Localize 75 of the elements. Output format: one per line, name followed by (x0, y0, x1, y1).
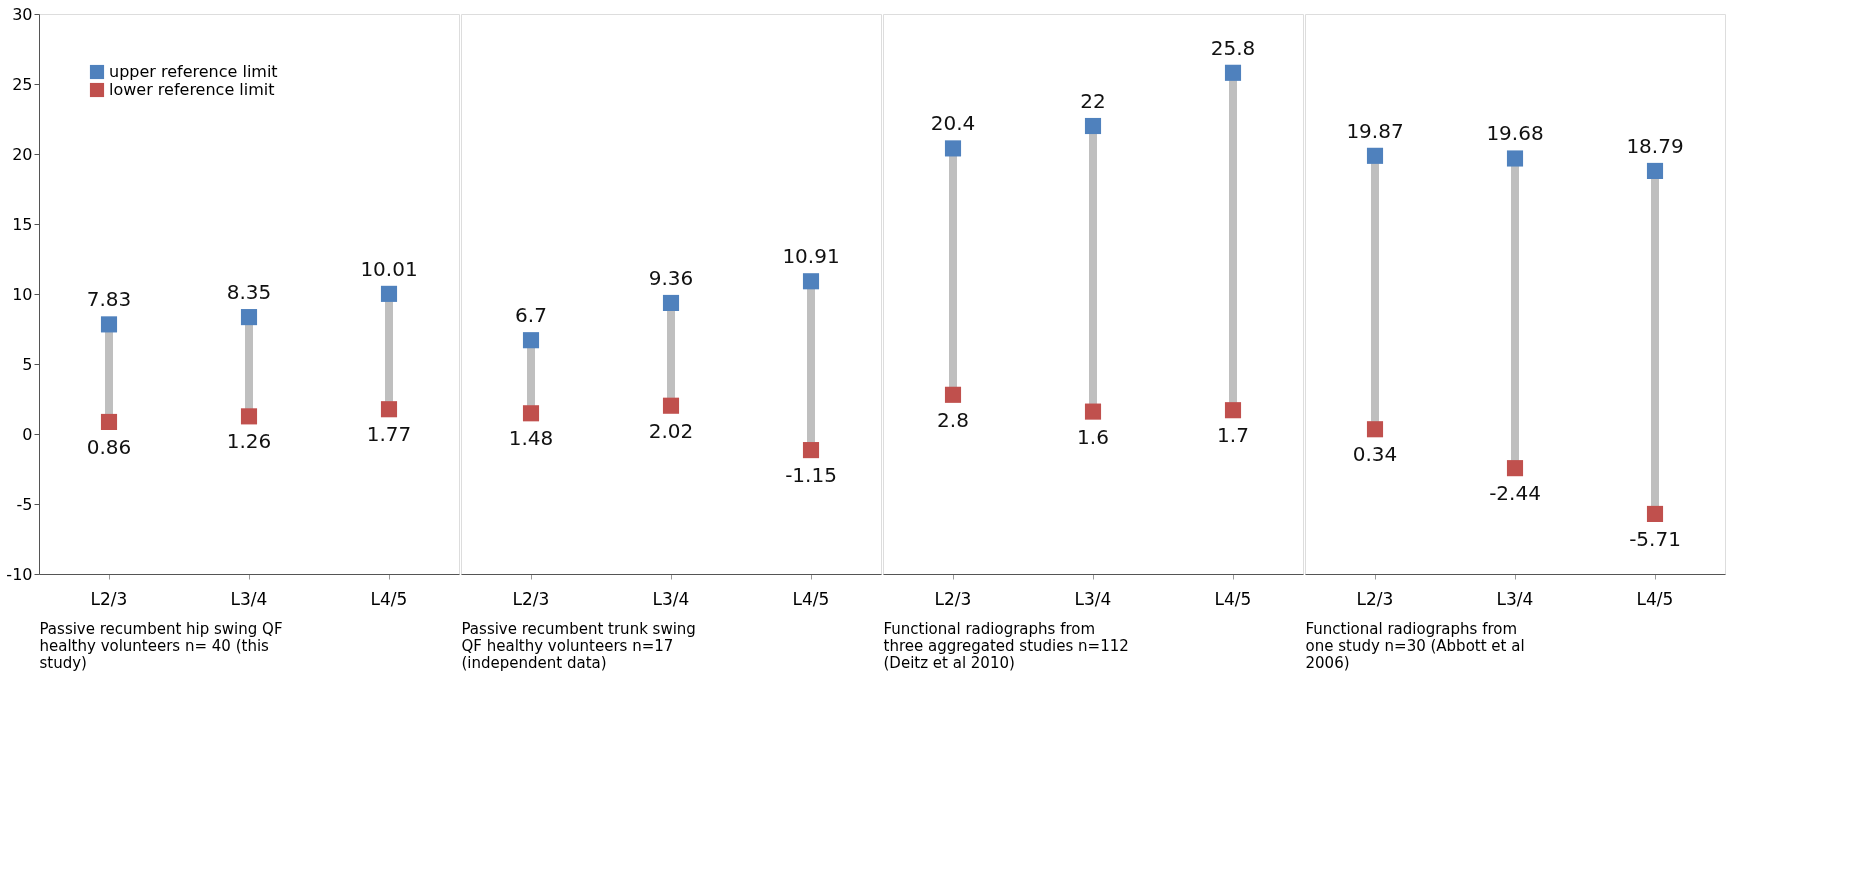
x-tick-label: L3/4 (1496, 588, 1534, 609)
data-label: 2.02 (648, 418, 694, 443)
point (380, 401, 398, 418)
data-label: 19.68 (1486, 121, 1544, 146)
y-tick-label: -10 (6, 564, 33, 584)
point (802, 442, 820, 459)
data-label: -5.71 (1629, 526, 1681, 551)
point (662, 397, 680, 414)
point (1084, 403, 1102, 420)
point (380, 285, 398, 302)
point (1646, 505, 1664, 522)
x-axis-title: Passive recumbent hip swing QF healthy volunteers n= 40 (this study) (39, 619, 283, 672)
data-label: 1.7 (1217, 423, 1249, 448)
y-tick-label: 15 (12, 214, 33, 234)
data-label: 19.87 (1346, 118, 1404, 143)
data-label: 22 (1080, 89, 1106, 113)
point (1646, 162, 1664, 179)
x-tick-label: L4/5 (792, 588, 830, 609)
point (1224, 402, 1242, 419)
data-label: 0.34 (1352, 442, 1398, 467)
point (1366, 147, 1384, 164)
legend-label: upper reference limit (109, 62, 278, 81)
data-label: 18.79 (1626, 133, 1684, 158)
data-label: 10.01 (360, 256, 418, 281)
point (662, 294, 680, 312)
x-axis-title: Passive recumbent trunk swing QF healthy volunteers n=17 (independent data) (461, 619, 696, 672)
y-tick-label: 10 (12, 284, 33, 304)
x-tick-label: L2/3 (90, 588, 128, 609)
data-label: 1.77 (366, 422, 412, 447)
point (100, 413, 118, 431)
point (240, 309, 258, 326)
x-tick-label: L2/3 (934, 588, 972, 609)
x-tick-label: L4/5 (370, 588, 408, 609)
point (240, 408, 258, 425)
data-label: 9.36 (648, 265, 694, 290)
data-label: 10.91 (782, 244, 840, 269)
data-label: 1.48 (508, 426, 554, 451)
x-tick-label: L4/5 (1214, 588, 1252, 609)
data-label: 6.7 (515, 303, 547, 328)
x-tick-label: L4/5 (1636, 588, 1674, 609)
y-tick-label: -5 (16, 494, 33, 514)
point (522, 405, 540, 422)
point (1506, 150, 1524, 167)
y-tick-label: 30 (12, 4, 33, 24)
point (1506, 460, 1524, 477)
data-label: 1.26 (226, 429, 272, 454)
point (944, 386, 962, 403)
y-tick-label: 20 (12, 144, 33, 164)
point (1366, 421, 1384, 438)
data-label: -1.15 (785, 463, 837, 488)
point (1084, 117, 1102, 135)
data-label: -2.44 (1489, 481, 1541, 506)
point (944, 140, 962, 157)
data-label: 25.8 (1210, 35, 1256, 60)
x-tick-label: L3/4 (652, 588, 690, 609)
data-label: 20.4 (930, 111, 976, 136)
legend-label: lower reference limit (109, 80, 275, 99)
point (802, 273, 820, 290)
y-tick-label: 25 (12, 74, 33, 94)
x-axis-title: Functional radiographs from three aggregated studies n=112 (Deitz et al 2010) (883, 619, 1129, 672)
point (1224, 64, 1242, 81)
y-tick-label: 5 (22, 354, 33, 374)
x-tick-label: L3/4 (230, 588, 268, 609)
x-tick-label: L2/3 (1356, 588, 1394, 609)
data-label: 2.8 (937, 407, 969, 432)
point (100, 316, 118, 333)
data-label: 0.86 (86, 434, 132, 459)
data-label: 7.83 (86, 287, 132, 312)
y-tick-label: 0 (22, 424, 33, 444)
x-tick-label: L3/4 (1074, 588, 1112, 609)
x-tick-label: L2/3 (512, 588, 550, 609)
data-label: 8.35 (226, 280, 272, 305)
data-label: 1.6 (1077, 424, 1109, 449)
x-axis-title: Functional radiographs from one study n=30 (Abbott et al 2006) (1305, 619, 1525, 672)
point (522, 332, 540, 349)
